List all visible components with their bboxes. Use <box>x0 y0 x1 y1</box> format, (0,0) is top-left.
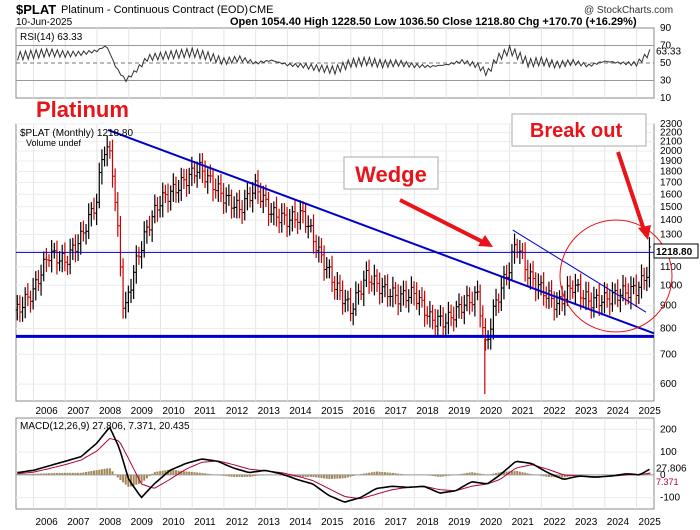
rsi-tick-label: 10 <box>660 93 672 104</box>
macd-tick-label: 0 <box>660 470 666 481</box>
x-tick-label: 2021 <box>512 406 535 417</box>
x-tick-label: 2008 <box>99 517 122 528</box>
x-tick-label: 2013 <box>258 406 281 417</box>
rsi-tick-label: 30 <box>660 76 672 87</box>
x-tick-label: 2024 <box>607 406 630 417</box>
price-tick-label: 2200 <box>660 128 683 139</box>
x-tick-label: 2012 <box>226 406 249 417</box>
wedge-upper-trendline <box>107 129 655 335</box>
wedge-arrow <box>399 198 486 245</box>
breakout-arrow-head <box>638 225 651 240</box>
price-tick-label: 1300 <box>660 229 683 240</box>
x-tick-label: 2007 <box>67 406 90 417</box>
last-price-tag <box>653 243 699 259</box>
price-tick-label: 700 <box>660 349 677 360</box>
platinum-annotation: Platinum <box>36 97 129 122</box>
x-tick-label: 2009 <box>131 406 154 417</box>
price-tick-label: 2300 <box>660 119 683 130</box>
price-tick-label: 600 <box>660 379 677 390</box>
x-tick-label: 2017 <box>385 406 408 417</box>
breakout-circle <box>559 219 673 333</box>
x-tick-label: 2012 <box>226 517 249 528</box>
macd-title: MACD(12,26,9) 27.806, 7.371, 20.435 <box>20 421 190 432</box>
macd-last-value: 27.806 <box>656 464 687 475</box>
macd-panel <box>15 417 655 510</box>
macd-tick-label: -100 <box>660 493 680 504</box>
breakout-annotation: Break out <box>530 120 623 142</box>
symbol-label: $PLAT <box>16 2 56 17</box>
x-tick-label: 2010 <box>162 406 185 417</box>
price-tick-label: 800 <box>660 323 677 334</box>
x-tick-label: 2014 <box>289 517 312 528</box>
rsi-title: RSI(14) 63.33 <box>20 32 83 43</box>
exchange-label: CME <box>249 4 273 16</box>
price-tick-label: 1500 <box>660 202 683 213</box>
x-tick-label: 2024 <box>607 517 630 528</box>
volume-label: Volume undef <box>26 138 82 148</box>
rsi-last-value: 63.33 <box>656 46 681 57</box>
last-price-value: 1218.80 <box>656 247 693 258</box>
x-tick-label: 2023 <box>575 517 598 528</box>
price-tick-label: 1800 <box>660 166 683 177</box>
x-tick-label: 2019 <box>448 406 471 417</box>
price-tick-label: 1600 <box>660 189 683 200</box>
x-tick-label: 2006 <box>35 517 58 528</box>
macd-tick-label: 100 <box>660 447 677 458</box>
x-tick-label: 2017 <box>385 517 408 528</box>
rsi-tick-label: 90 <box>660 23 672 34</box>
x-tick-label: 2019 <box>448 517 471 528</box>
wedge-arrow-head <box>478 235 493 247</box>
x-tick-label: 2015 <box>321 406 344 417</box>
x-tick-label: 2018 <box>416 517 439 528</box>
rsi-tick-label: 70 <box>660 41 672 52</box>
breakout-label-box <box>511 113 647 147</box>
x-tick-label: 2025 <box>639 517 662 528</box>
price-tick-label: 900 <box>660 301 677 312</box>
x-tick-label: 2009 <box>131 517 154 528</box>
x-tick-label: 2018 <box>416 406 439 417</box>
price-tick-label: 1700 <box>660 178 683 189</box>
macd-signal-last-value: 7.371 <box>656 477 679 487</box>
x-tick-label: 2023 <box>575 406 598 417</box>
price-tick-label: 1900 <box>660 156 683 167</box>
x-tick-label: 2025 <box>639 406 662 417</box>
price-tick-label: 2000 <box>660 146 683 157</box>
x-tick-label: 2008 <box>99 406 122 417</box>
price-tick-label: 2100 <box>660 137 683 148</box>
macd-line <box>17 426 650 503</box>
x-tick-label: 2014 <box>289 406 312 417</box>
x-tick-label: 2011 <box>194 517 216 528</box>
price-tick-label: 1400 <box>660 215 683 226</box>
macd-tick-label: 200 <box>660 424 677 435</box>
x-tick-label: 2020 <box>480 406 503 417</box>
x-tick-label: 2022 <box>543 517 566 528</box>
x-tick-label: 2016 <box>353 406 376 417</box>
x-tick-label: 2015 <box>321 517 344 528</box>
breakout-trendline <box>512 229 647 313</box>
x-tick-label: 2022 <box>543 406 566 417</box>
wedge-annotation: Wedge <box>355 162 427 187</box>
x-tick-label: 2016 <box>353 517 376 528</box>
breakout-arrow <box>616 151 646 231</box>
x-tick-label: 2020 <box>480 517 503 528</box>
wedge-label-box <box>343 156 439 190</box>
date-label: 10-Jun-2025 <box>16 17 73 28</box>
price-panel <box>15 123 655 402</box>
instrument-name: Platinum - Continuous Contract (EOD) <box>61 4 248 16</box>
quote-line: Open 1054.40 High 1228.50 Low 1036.50 Cl… <box>230 16 637 28</box>
x-tick-label: 2006 <box>35 406 58 417</box>
x-tick-label: 2013 <box>258 517 281 528</box>
rsi-series-line <box>17 43 651 83</box>
x-tick-label: 2007 <box>67 517 90 528</box>
watermark: @ StockCharts.com <box>584 5 673 16</box>
x-tick-label: 2011 <box>194 406 216 417</box>
macd-signal-line <box>17 437 650 500</box>
x-tick-label: 2021 <box>512 517 535 528</box>
price-title: $PLAT (Monthly) 1218.80 <box>20 128 133 139</box>
rsi-tick-label: 50 <box>660 58 672 69</box>
x-tick-label: 2010 <box>162 517 185 528</box>
